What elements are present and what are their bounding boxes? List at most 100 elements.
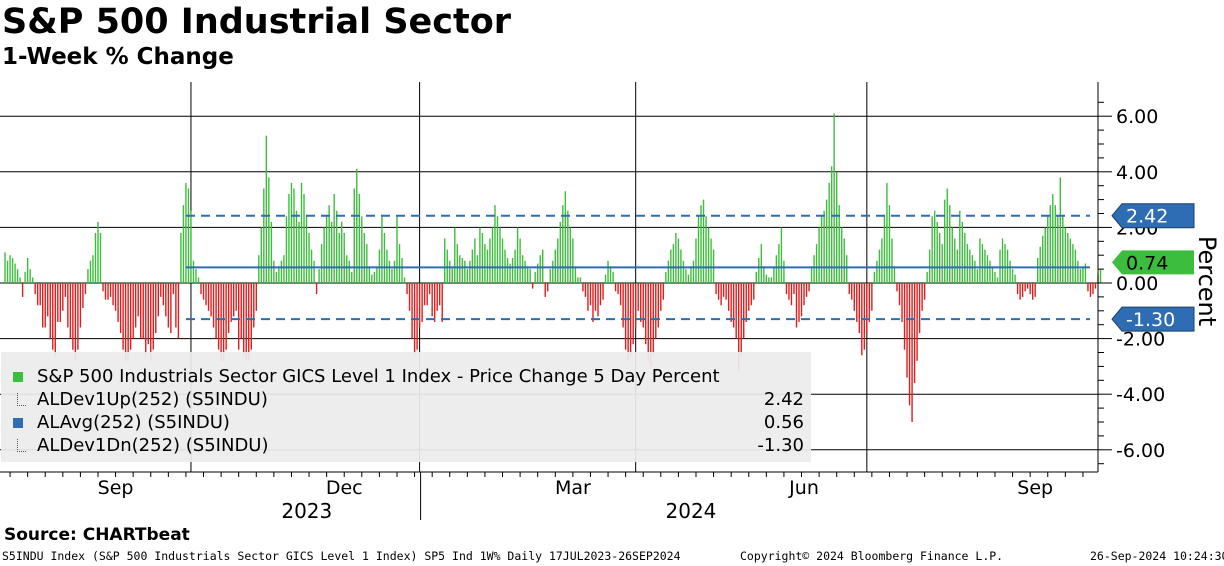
bar [544,283,546,297]
bar [976,269,979,283]
bar [102,283,104,292]
x-tick-label: Sep [1017,477,1053,499]
bar [459,255,461,283]
bar [187,188,190,283]
bar [170,283,172,334]
bar [928,249,931,283]
bar [416,283,418,350]
bar [697,216,700,283]
bar [1031,283,1034,300]
bar [1009,260,1011,283]
bar [376,266,378,283]
bar [717,283,720,300]
bar [825,199,828,283]
bar [552,260,554,283]
bar [346,255,348,283]
bar [29,269,31,283]
bar [577,277,579,283]
bar [602,283,604,300]
bar [1054,205,1056,283]
value-tag: 2.42 [1111,203,1195,229]
bar [1064,227,1067,283]
bar [667,260,670,283]
bar [69,283,72,339]
bar [335,210,338,283]
bar [871,283,873,311]
bar [773,266,775,283]
bar [584,283,587,297]
bar [220,283,222,361]
bar [926,271,928,283]
bar [230,283,232,322]
bar [381,216,383,283]
bar [597,283,599,317]
bar [343,232,345,283]
bar [896,283,898,292]
bar [547,283,549,292]
bar [215,283,217,339]
bar [288,194,290,283]
bar [780,227,783,283]
bar [270,221,273,283]
bar [851,283,853,300]
bar [44,283,46,328]
bar [275,271,278,283]
bar [217,283,220,350]
bar [471,249,474,283]
bar [358,194,360,283]
bar [444,238,446,283]
bar [192,260,195,283]
y-tick-label: 6.00 [1116,106,1158,128]
bar [770,277,773,283]
bar [868,283,871,322]
bar [1092,283,1094,295]
bar [250,283,252,350]
bar [42,283,44,328]
bar [798,283,800,322]
bar [991,266,994,283]
legend: S&P 500 Industrials Sector GICS Level 1 … [1,352,811,462]
bar [763,266,765,283]
bar [974,260,976,283]
bar [815,244,818,283]
bar [657,283,659,328]
bar [805,283,808,297]
bar [800,283,803,317]
bar [248,283,250,361]
bar [637,283,639,311]
bar [592,283,594,322]
bar [788,283,790,300]
bar [730,283,732,322]
bar [833,113,835,283]
bar [732,283,735,328]
bar [778,244,780,283]
bar [341,221,343,283]
bar [320,244,323,283]
bar [77,283,79,350]
bar [474,238,476,283]
bar [705,216,707,283]
bar [16,269,19,283]
legend-value: 2.42 [763,389,804,410]
bar [26,257,29,283]
bar [617,283,619,295]
bar [933,210,936,283]
bar [712,249,715,283]
bar [366,244,368,283]
bar [479,227,481,283]
bar [526,266,529,283]
bar [59,283,62,322]
y-axis-title: Percent [1193,236,1221,326]
legend-swatch [13,372,23,382]
bar [876,260,878,283]
bar [160,283,162,297]
bar [240,283,242,339]
bar [157,283,159,317]
bar [119,283,122,334]
bar [632,283,634,345]
bar [1094,283,1097,289]
bar [835,171,838,283]
bar [127,283,129,361]
bar [609,266,612,283]
bar [403,277,406,283]
